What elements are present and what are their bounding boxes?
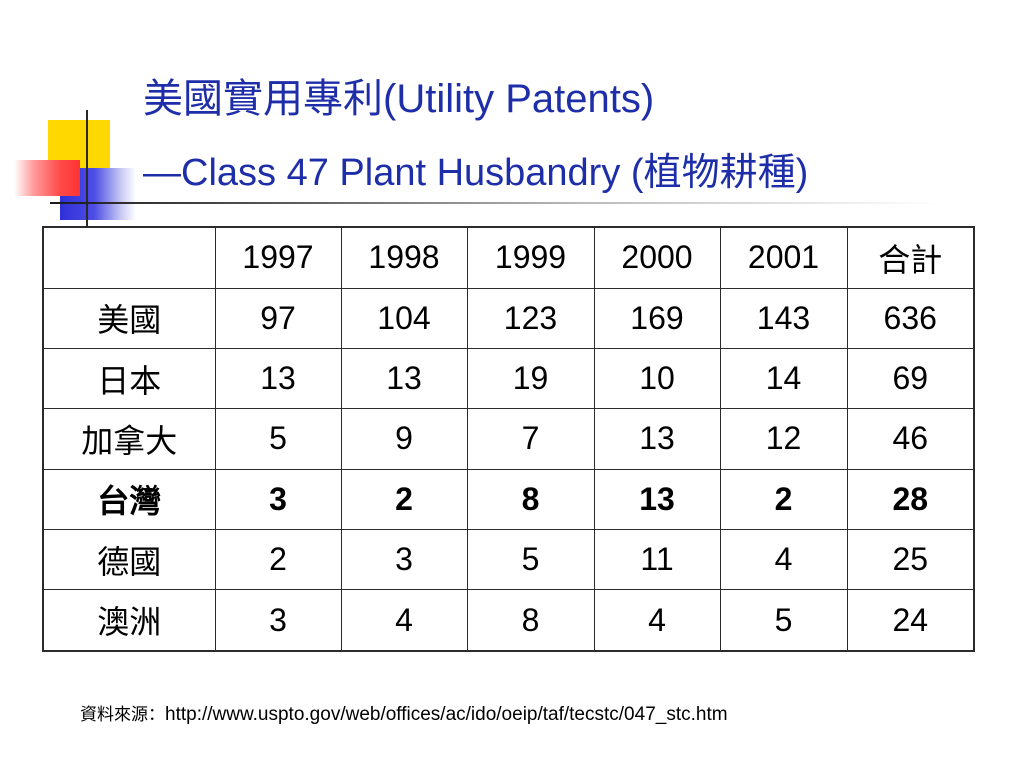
header-cell-year: 1999 (466, 225, 595, 289)
table-row: 美國 97 104 123 169 143 636 (42, 287, 975, 349)
value-cell: 13 (593, 468, 721, 531)
table-row: 加拿大 5 9 7 13 12 46 (42, 408, 975, 470)
value-cell: 9 (340, 408, 468, 470)
value-cell: 169 (593, 287, 721, 349)
table-row: 澳洲 3 4 8 4 5 24 (42, 589, 975, 653)
value-cell: 5 (719, 589, 848, 653)
subtitle-dash: — (143, 152, 181, 194)
value-cell: 5 (466, 529, 595, 591)
value-cell: 8 (466, 468, 595, 531)
header-cell-year: 1998 (340, 225, 468, 289)
total-cell: 636 (846, 287, 975, 349)
country-cell: 加拿大 (42, 408, 216, 470)
slide-title: 美國實用專利(Utility Patents) (143, 66, 654, 124)
country-cell: 德國 (42, 529, 216, 591)
value-cell: 4 (719, 529, 848, 591)
value-cell: 2 (340, 468, 468, 531)
value-cell: 13 (214, 347, 342, 410)
header-cell-total: 合計 (846, 225, 975, 289)
total-cell: 24 (846, 589, 975, 653)
table-row: 日本 13 13 19 10 14 69 (42, 347, 975, 410)
value-cell: 3 (214, 589, 342, 653)
table-header-row: 1997 1998 1999 2000 2001 合計 (42, 225, 975, 289)
value-cell: 7 (466, 408, 595, 470)
value-cell: 104 (340, 287, 468, 349)
subtitle-cjk: 植物耕種 (643, 150, 796, 194)
value-cell: 123 (466, 287, 595, 349)
title-cjk: 美國實用專利 (143, 76, 383, 122)
country-cell: 美國 (42, 287, 216, 349)
header-cell-year: 2000 (593, 225, 721, 289)
decor-red-bar (14, 160, 80, 196)
country-cell: 台灣 (42, 468, 216, 531)
title-underline (50, 202, 940, 204)
value-cell: 97 (214, 287, 342, 349)
total-cell: 46 (846, 408, 975, 470)
header-cell-year: 1997 (214, 225, 342, 289)
value-cell: 13 (593, 408, 721, 470)
source-note: 資料來源：http://www.uspto.gov/web/offices/ac… (80, 700, 728, 726)
value-cell: 13 (340, 347, 468, 410)
slide-subtitle: —Class 47 Plant Husbandry (植物耕種) (143, 141, 808, 196)
value-cell: 2 (214, 529, 342, 591)
value-cell: 14 (719, 347, 848, 410)
subtitle-en: Class 47 Plant Husbandry ( (181, 152, 644, 194)
value-cell: 5 (214, 408, 342, 470)
value-cell: 19 (466, 347, 595, 410)
title-en: (Utility Patents) (383, 77, 655, 121)
decor-vertical-line (86, 110, 88, 228)
value-cell: 143 (719, 287, 848, 349)
value-cell: 11 (593, 529, 721, 591)
value-cell: 8 (466, 589, 595, 653)
country-cell: 澳洲 (42, 589, 216, 653)
value-cell: 4 (340, 589, 468, 653)
table-row: 德國 2 3 5 11 4 25 (42, 529, 975, 591)
source-label: 資料來源： (80, 705, 165, 725)
source-url: http://www.uspto.gov/web/offices/ac/ido/… (165, 704, 728, 725)
total-cell: 28 (846, 468, 975, 531)
value-cell: 4 (593, 589, 721, 653)
table-row-highlighted: 台灣 3 2 8 13 2 28 (42, 468, 975, 531)
value-cell: 12 (719, 408, 848, 470)
header-cell-empty (42, 225, 216, 289)
value-cell: 3 (214, 468, 342, 531)
value-cell: 10 (593, 347, 721, 410)
total-cell: 25 (846, 529, 975, 591)
subtitle-close: ) (795, 152, 809, 194)
total-cell: 69 (846, 347, 975, 410)
patent-table: 1997 1998 1999 2000 2001 合計 美國 97 104 12… (42, 225, 975, 653)
value-cell: 2 (719, 468, 848, 531)
country-cell: 日本 (42, 347, 216, 410)
value-cell: 3 (340, 529, 468, 591)
header-cell-year: 2001 (719, 225, 848, 289)
